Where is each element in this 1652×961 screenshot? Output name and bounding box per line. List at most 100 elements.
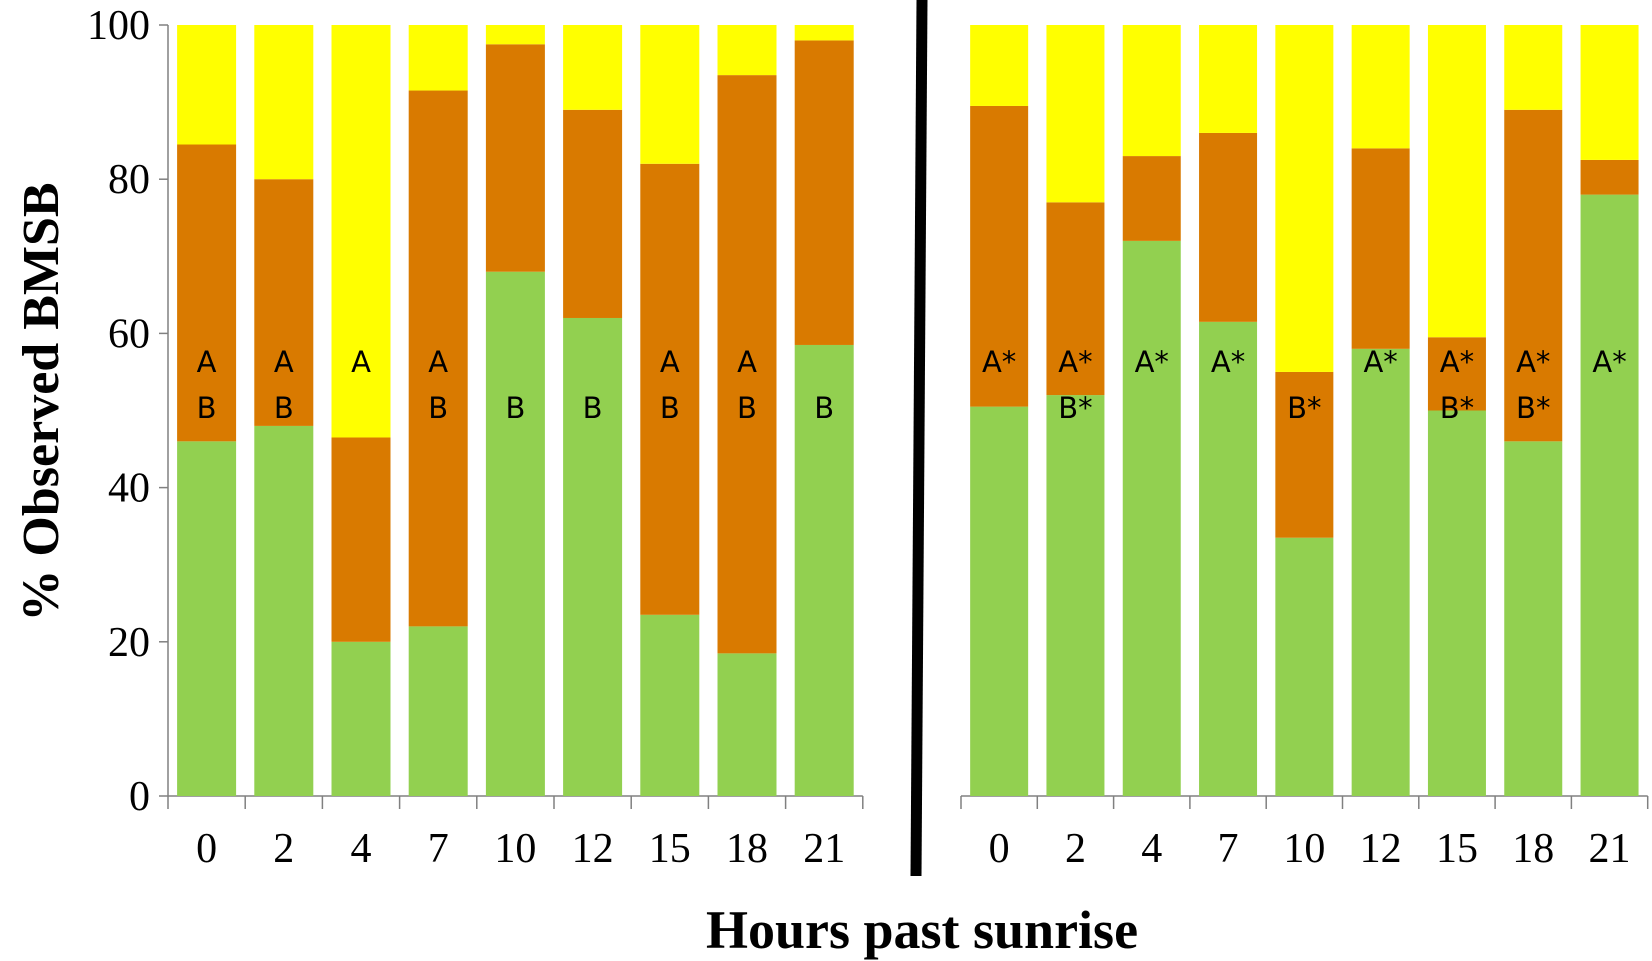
x-tick-label: 2	[1065, 826, 1086, 872]
x-tick-label: 21	[1589, 826, 1631, 872]
significance-letter: B	[505, 391, 525, 425]
significance-letter: A	[274, 345, 294, 379]
x-tick-label: 2	[273, 826, 294, 872]
x-tick-label: 15	[1436, 826, 1478, 872]
bar-segment-orange	[1275, 371, 1334, 538]
bar-segment-green	[717, 653, 777, 796]
bar-segment-orange	[1122, 156, 1181, 241]
significance-letter: A	[428, 345, 448, 379]
significance-letter: A*	[1135, 345, 1169, 379]
bar-segment-green	[1351, 348, 1410, 796]
bar-segment-green	[794, 344, 854, 796]
significance-letter: A	[737, 345, 757, 379]
significance-letter: B	[428, 391, 448, 425]
x-tick-label: 10	[494, 826, 536, 872]
x-tick-label: 7	[428, 826, 449, 872]
bar-segment-orange	[794, 40, 854, 345]
bar-segment-green	[1046, 395, 1105, 796]
bar-segment-green	[1122, 240, 1181, 796]
right-panel: 0 A* 2 A* B* 4 A* 7 A* 10 B* 12 A* 15 A* B* 18 A* B* 21 A*	[960, 25, 1649, 872]
bar-segment-orange	[177, 144, 237, 442]
x-tick-label: 15	[649, 826, 691, 872]
bar-segment-green	[408, 626, 468, 796]
bar-segment-orange	[640, 163, 700, 615]
bar-segment-orange	[485, 44, 545, 272]
significance-letter: B	[583, 391, 603, 425]
x-tick-label: 7	[1218, 826, 1239, 872]
bar-segment-yellow	[1580, 25, 1639, 160]
y-tick-label: 60	[108, 311, 150, 357]
bar-segment-green	[1504, 441, 1563, 796]
x-tick-label: 12	[572, 826, 614, 872]
bar-segment-orange	[408, 90, 468, 627]
significance-letter: B	[737, 391, 757, 425]
bar-segment-yellow	[970, 25, 1029, 106]
significance-letter: A*	[1516, 345, 1550, 379]
bar-segment-orange	[1427, 337, 1486, 411]
significance-letter: B	[814, 391, 834, 425]
significance-letter: B*	[1440, 391, 1474, 425]
significance-letter: B*	[1058, 391, 1092, 425]
bar-segment-orange	[563, 109, 623, 318]
bar-segment-green	[485, 271, 545, 797]
significance-letter: B*	[1287, 391, 1321, 425]
significance-letter: A*	[1592, 345, 1626, 379]
significance-letter: A*	[1363, 345, 1397, 379]
significance-letter: A*	[1058, 345, 1092, 379]
bar-segment-green	[1199, 321, 1258, 796]
x-axis-title: Hours past sunrise	[706, 900, 1138, 960]
bar-segment-yellow	[1351, 25, 1410, 149]
bar-segment-yellow	[254, 25, 314, 180]
x-tick-label: 12	[1360, 826, 1402, 872]
bar-segment-green	[177, 441, 237, 796]
bar-segment-yellow	[1046, 25, 1105, 203]
bar-segment-orange	[1580, 159, 1639, 195]
bar-segment-orange	[1351, 148, 1410, 349]
significance-letter: A	[351, 345, 371, 379]
significance-letter: A*	[982, 345, 1016, 379]
bar-segment-green	[254, 425, 314, 796]
bar-segment-yellow	[1427, 25, 1486, 338]
x-tick-label: 21	[803, 826, 845, 872]
x-tick-label: 10	[1283, 826, 1325, 872]
bar-segment-green	[1275, 537, 1334, 796]
bar-segment-orange	[717, 75, 777, 654]
bar-segment-yellow	[408, 25, 468, 91]
bar-segment-yellow	[177, 25, 237, 145]
y-tick-label: 100	[87, 3, 150, 49]
x-tick-label: 18	[1512, 826, 1554, 872]
significance-letter: A*	[1211, 345, 1245, 379]
y-tick-label: 40	[108, 466, 150, 512]
bar-segment-green	[1580, 194, 1639, 796]
bar-segment-yellow	[485, 25, 545, 45]
bar-segment-yellow	[331, 25, 391, 438]
y-axis-title: % Observed BMSB	[13, 182, 70, 621]
bar-segment-yellow	[1199, 25, 1258, 133]
bar-segment-yellow	[1504, 25, 1563, 110]
y-tick-label: 80	[108, 157, 150, 203]
significance-letter: B	[274, 391, 294, 425]
y-tick-label: 20	[108, 620, 150, 666]
bar-segment-yellow	[794, 25, 854, 41]
bar-segment-yellow	[1275, 25, 1334, 372]
bar-segment-orange	[331, 437, 391, 642]
panel-divider	[910, 0, 928, 877]
x-tick-label: 4	[1141, 826, 1162, 872]
x-tick-label: 18	[726, 826, 768, 872]
bar-segment-yellow	[1122, 25, 1181, 157]
bar-segment-yellow	[717, 25, 777, 76]
bar-segment-yellow	[640, 25, 700, 164]
bar-segment-yellow	[563, 25, 623, 110]
bar-segment-orange	[970, 105, 1029, 407]
bar-segment-orange	[1046, 202, 1105, 396]
bar-segment-green	[1427, 410, 1486, 796]
bar-segment-orange	[254, 179, 314, 426]
bar-segment-green	[331, 641, 391, 796]
x-tick-label: 4	[351, 826, 372, 872]
significance-letter: A	[197, 345, 217, 379]
significance-letter: B	[660, 391, 680, 425]
significance-letter: B*	[1516, 391, 1550, 425]
x-tick-label: 0	[196, 826, 217, 872]
